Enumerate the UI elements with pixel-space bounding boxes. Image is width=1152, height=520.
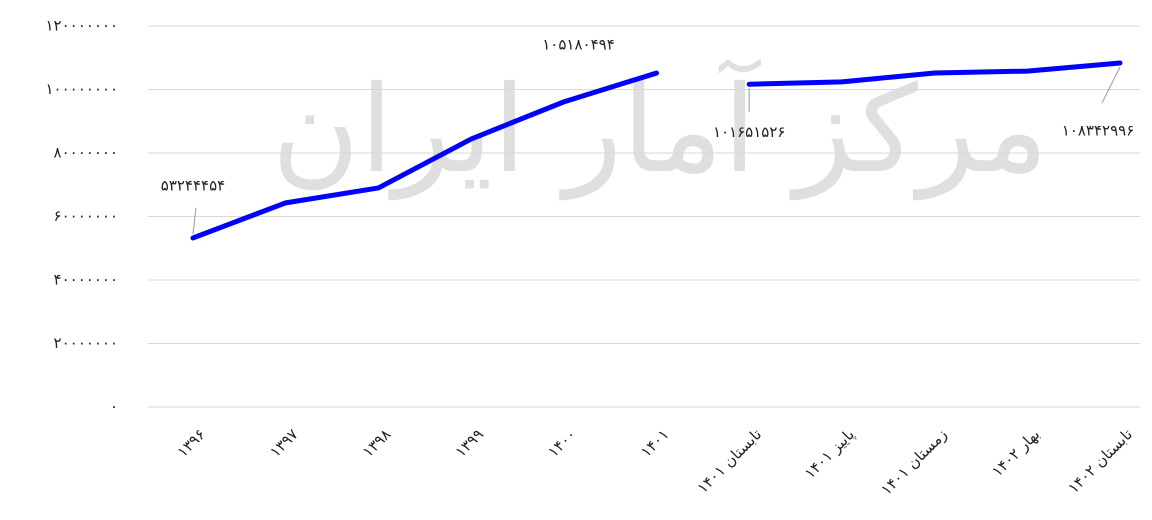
x-tick-label: ۱۳۹۸ bbox=[359, 425, 395, 461]
x-tick-label: تابستان ۱۴۰۲ bbox=[1064, 425, 1136, 497]
watermark: مرکز آمار ایران bbox=[272, 58, 1049, 201]
data-label: ۱۰۸۳۴۲۹۹۶ bbox=[1062, 122, 1135, 140]
x-tick-label: ۱۳۹۶ bbox=[173, 425, 209, 461]
line bbox=[190, 70, 659, 241]
leader-line bbox=[192, 207, 197, 235]
data-label: ۵۳۲۴۴۴۵۴ bbox=[161, 176, 225, 194]
y-tick-label: ۸۰۰۰۰۰۰۰ bbox=[54, 144, 118, 162]
y-tick-label: ۲۰۰۰۰۰۰۰ bbox=[54, 334, 118, 352]
x-tick-label: پاییز ۱۴۰۱ bbox=[801, 425, 859, 483]
y-tick-label: ۱۲۰۰۰۰۰۰۰ bbox=[45, 17, 118, 35]
leader-line bbox=[1101, 66, 1121, 104]
line bbox=[746, 60, 1123, 87]
data-label: ۱۰۵۱۸۰۴۹۴ bbox=[542, 36, 615, 54]
x-tick-label: بهار ۱۴۰۲ bbox=[988, 425, 1043, 480]
y-tick-label: ۴۰۰۰۰۰۰۰ bbox=[54, 271, 118, 289]
x-tick-label: ۱۳۹۷ bbox=[266, 425, 302, 461]
y-tick-label: ۶۰۰۰۰۰۰۰ bbox=[54, 207, 118, 225]
x-tick-label: ۱۴۰۰ bbox=[544, 425, 580, 461]
y-tick-label: ۱۰۰۰۰۰۰۰۰ bbox=[45, 80, 118, 98]
x-tick-label: ۱۳۹۹ bbox=[452, 425, 488, 461]
x-tick-label: تابستان ۱۴۰۱ bbox=[693, 425, 765, 497]
y-tick-label: ۰ bbox=[110, 398, 118, 416]
x-tick-label: ۱۴۰۱ bbox=[637, 425, 673, 461]
x-tick-label: زمستان ۱۴۰۱ bbox=[877, 425, 950, 498]
data-label: ۱۰۱۶۵۱۵۲۶ bbox=[713, 123, 786, 141]
